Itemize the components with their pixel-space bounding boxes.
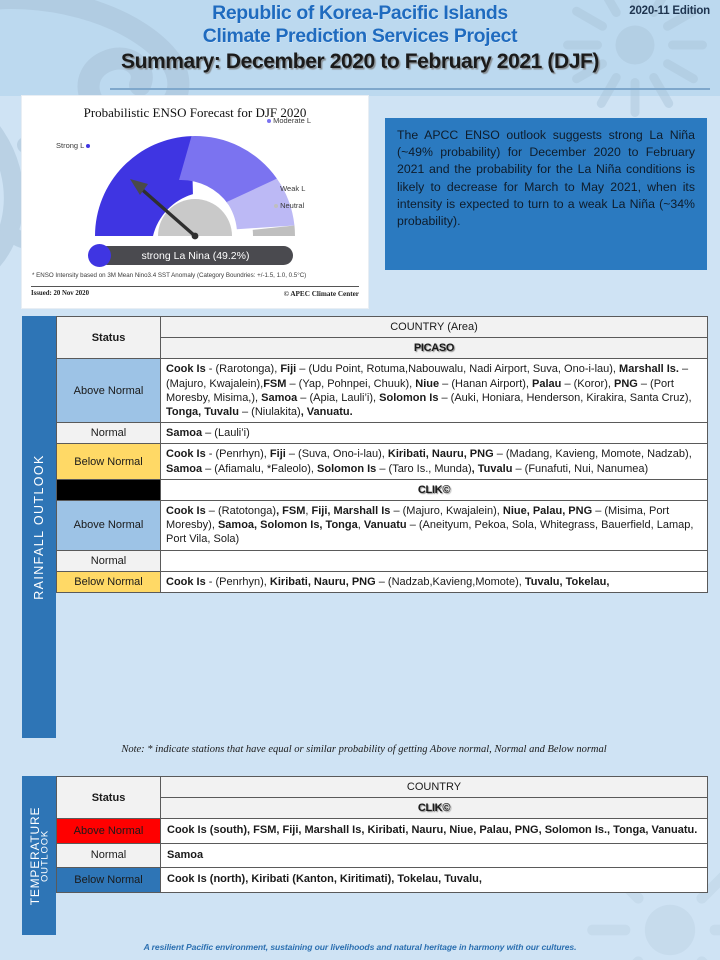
enso-gauge-donut [95,136,295,240]
temperature-outlook-section: TEMPERATURE OUTLOOK Status COUNTRY CLIK© Ab… [22,776,708,935]
rainfall-outlook-table: Status COUNTRY (Area) PICASO Above Normal Co… [56,315,708,594]
table-row: Normal [56,549,708,572]
enso-credit: © APEC Climate Center [283,290,359,298]
temperature-outlook-table: Status COUNTRY CLIK© Above Normal Cook Is (s… [56,776,708,893]
legend-weak-l-swatch-icon [274,187,278,192]
rainfall-countries-below-1: Cook Is - (Penrhyn), Kiribati, Nauru, PN… [160,570,708,594]
gauge-needle-arrow [130,179,199,240]
temperature-status-normal: Normal [56,842,161,868]
rainfall-status-below-1: Below Normal [56,570,161,594]
rainfall-status-above-0: Above Normal [56,358,161,424]
legend-neutral: Neutral [274,201,304,210]
table-row: Above Normal Cook Is - (Rarotonga), Fiji … [56,358,708,424]
legend-moderate-l: Moderate L [267,116,311,125]
rainfall-countries-normal-1 [160,549,708,572]
rainfall-banner-black-cell [56,478,161,502]
table-row: Status COUNTRY [56,776,708,819]
legend-strong-l: Strong L [56,141,91,150]
table-row: Status COUNTRY (Area) [56,315,708,360]
page-footer-tagline: A resilient Pacific environment, sustain… [143,942,577,952]
temperature-countries-normal: Samoa [160,842,708,868]
rainfall-status-normal-0: Normal [56,422,161,445]
rainfall-header-country: COUNTRY (Area) [160,315,708,339]
legend-weak-l: Weak L [274,184,305,193]
enso-result-label: strong La Nina (49.2%) [141,249,250,262]
temperature-header-status: Status [56,776,161,819]
title-line-1: Republic of Korea-Pacific Islands [212,2,508,24]
rainfall-status-above-1: Above Normal [56,500,161,551]
gauge-slice-moderate-l [179,136,277,205]
enso-result-dot-icon [88,244,111,267]
table-row: Above Normal Cook Is (south), FSM, Fiji, … [56,818,708,844]
edition-label: 2020-11 Edition [629,5,710,17]
rainfall-outlook-section: RAINFALL OUTLOOK Status COUNTRY (Area) PIC… [22,315,708,738]
legend-neutral-swatch-icon [274,204,278,209]
rainfall-source-banner-clik: CLIK© [160,478,708,502]
table-row: Normal Samoa [56,842,708,868]
legend-neutral-label: Neutral [280,201,305,210]
rainfall-countries-below-0: Cook Is - (Penrhyn), Fiji – (Suva, Ono-i… [160,443,708,480]
legend-moderate-l-label: Moderate L [273,116,312,125]
rainfall-status-normal-1: Normal [56,549,161,572]
enso-footnote: * ENSO Intensity based on 3M Mean Nino3.… [32,272,307,279]
table-row: CLIK© [57,797,708,819]
title-line-2: Climate Prediction Services Project [202,25,518,47]
legend-moderate-l-swatch-icon [267,119,271,124]
table-row: Normal Samoa – (Lauli’i) [56,422,708,445]
rainfall-outlook-side-label: RAINFALL OUTLOOK [32,454,46,600]
table-row: Below Normal Cook Is - (Penrhyn), Fiji – … [56,443,708,480]
page-header: 2020-11 Edition Republic of Korea-Pacifi… [0,0,720,94]
rainfall-header-status: Status [56,315,161,360]
temperature-outlook-side-label-sub: OUTLOOK [39,829,51,882]
header-divider-line [110,88,710,90]
temperature-status-red: Above Normal [56,818,161,844]
rainfall-status-below-0: Below Normal [56,443,161,480]
temperature-header-country: COUNTRY [160,776,708,798]
rainfall-countries-above-0: Cook Is - (Rarotonga), Fiji – (Udu Point… [160,358,708,424]
gauge-slice-neutral [252,225,295,236]
legend-strong-l-label: Strong L [56,141,85,150]
rainfall-countries-normal-0: Samoa – (Lauli’i) [160,422,708,445]
table-row: PICASO [57,337,708,360]
enso-footer-rule [31,286,359,287]
table-note: Note: * indicate stations that have equa… [121,744,607,755]
enso-forecast-chart: Probabilistic ENSO Forecast for DJF 2020… [22,96,368,308]
temperature-outlook-side-band: TEMPERATURE OUTLOOK [22,776,56,935]
legend-strong-l-swatch-icon [86,144,91,149]
rainfall-source-banner-picaso: PICASO [160,337,708,360]
legend-weak-l-label: Weak L [280,184,306,193]
gauge-slice-weak-l [226,178,295,230]
table-row: CLIK© [56,478,708,502]
temperature-countries-blue: Cook Is (north), Kiribati (Kanton, Kirit… [160,867,708,893]
temperature-status-blue: Below Normal [56,867,161,893]
title-line-3-summary: Summary: December 2020 to February 2021 … [120,50,600,73]
rainfall-outlook-side-band: RAINFALL OUTLOOK [22,316,56,738]
gauge-inner-hub [158,199,232,236]
enso-issued-date: Issued: 20 Nov 2020 [31,290,89,297]
table-row: Above Normal Cook Is – (Ratotonga), FSM, … [56,500,708,551]
table-row: Below Normal Cook Is (north), Kiribati (K… [56,867,708,893]
temperature-source-banner-clik: CLIK© [160,797,708,819]
rainfall-countries-above-1: Cook Is – (Ratotonga), FSM, Fiji, Marsha… [160,500,708,551]
enso-result-pill: strong La Nina (49.2%) [98,246,293,265]
enso-chart-title: Probabilistic ENSO Forecast for DJF 2020 [83,105,307,120]
table-row: Below Normal Cook Is - (Penrhyn), Kiribat… [56,570,708,594]
page-title: Republic of Korea-Pacific Islands Climat… [0,2,720,75]
enso-summary-textbox: The APCC ENSO outlook suggests strong La… [385,118,707,270]
decorative-sunburst-icon [563,0,707,117]
temperature-countries-red: Cook Is (south), FSM, Fiji, Marshall Is,… [160,818,708,844]
